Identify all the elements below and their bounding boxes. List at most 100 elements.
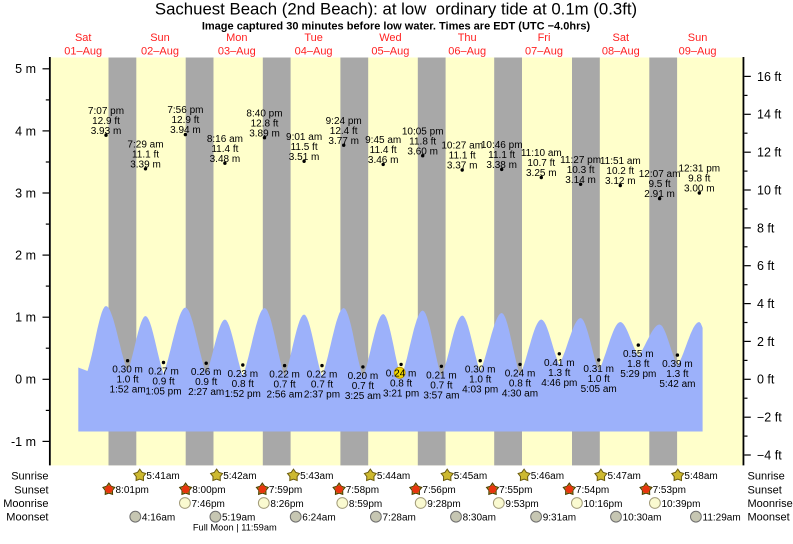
svg-text:8:30am: 8:30am [463,513,496,524]
svg-text:-1 m: -1 m [11,435,36,449]
svg-text:0.39 m: 0.39 m [662,359,693,370]
svg-text:3.77 m: 3.77 m [328,136,359,147]
svg-text:02–Aug: 02–Aug [141,46,179,58]
svg-text:12:07 am: 12:07 am [639,169,681,180]
svg-text:6 ft: 6 ft [757,259,775,273]
svg-text:8:26pm: 8:26pm [270,499,303,510]
svg-text:7:56 pm: 7:56 pm [167,105,203,116]
svg-text:8:00pm: 8:00pm [192,485,225,496]
svg-text:01–Aug: 01–Aug [64,46,102,58]
svg-text:3.37 m: 3.37 m [447,161,478,172]
svg-text:0.30 m: 0.30 m [465,365,496,376]
svg-text:4:16am: 4:16am [142,513,175,524]
svg-text:1:05 pm: 1:05 pm [145,387,181,398]
svg-text:7:58pm: 7:58pm [346,485,379,496]
svg-text:0 ft: 0 ft [757,373,775,387]
svg-text:9:01 am: 9:01 am [286,132,322,143]
svg-text:7:55pm: 7:55pm [499,485,532,496]
svg-text:10:46 pm: 10:46 pm [481,140,523,151]
svg-text:5:46am: 5:46am [531,471,564,482]
svg-text:7:28am: 7:28am [383,513,416,524]
svg-text:Sat: Sat [75,32,92,44]
svg-text:9:45 am: 9:45 am [365,135,401,146]
svg-text:1 m: 1 m [15,311,36,325]
svg-text:14 ft: 14 ft [757,108,782,122]
svg-text:10 ft: 10 ft [757,183,782,197]
svg-text:2 m: 2 m [15,249,36,263]
svg-text:9:31am: 9:31am [543,513,576,524]
svg-text:2:27 am: 2:27 am [188,387,224,398]
svg-text:12.4 ft: 12.4 ft [330,126,358,137]
svg-text:5:19am: 5:19am [222,513,255,524]
svg-text:3.60 m: 3.60 m [407,146,438,157]
svg-text:5:44am: 5:44am [377,471,410,482]
svg-text:1.0 ft: 1.0 ft [116,375,138,386]
svg-text:0.7 ft: 0.7 ft [430,380,452,391]
svg-text:11.1 ft: 11.1 ft [449,151,476,162]
svg-text:10:30am: 10:30am [623,513,662,524]
svg-text:10:05 pm: 10:05 pm [402,126,444,137]
svg-text:0.8 ft: 0.8 ft [390,378,412,389]
svg-text:0.9 ft: 0.9 ft [195,377,217,388]
svg-text:2.91 m: 2.91 m [644,189,675,200]
svg-text:11:27 pm: 11:27 pm [560,155,601,166]
svg-text:10:16pm: 10:16pm [584,499,623,510]
svg-text:4 m: 4 m [15,124,36,138]
svg-text:10.2 ft: 10.2 ft [606,166,634,177]
svg-text:0.30 m: 0.30 m [112,365,143,376]
svg-text:3.46 m: 3.46 m [368,155,399,166]
svg-text:10.3 ft: 10.3 ft [567,165,595,176]
svg-text:16 ft: 16 ft [757,70,782,84]
svg-text:1:52 pm: 1:52 pm [225,389,261,400]
svg-text:12.8 ft: 12.8 ft [251,118,279,129]
svg-text:5:43am: 5:43am [300,471,333,482]
svg-text:Mon: Mon [226,32,247,44]
svg-text:5:05 am: 5:05 am [581,384,617,395]
svg-text:Moonrise: Moonrise [748,498,793,510]
svg-text:4:03 pm: 4:03 pm [462,385,498,396]
svg-text:8:16 am: 8:16 am [207,134,243,145]
svg-text:4:30 am: 4:30 am [502,388,538,399]
svg-text:3.39 m: 3.39 m [130,159,161,170]
svg-text:Sunset: Sunset [748,484,782,496]
svg-text:0.23 m: 0.23 m [228,369,259,380]
svg-text:11:10 am: 11:10 am [521,148,562,159]
svg-text:−4 ft: −4 ft [757,448,782,462]
svg-text:Thu: Thu [458,32,477,44]
svg-text:Sunrise: Sunrise [748,470,785,482]
svg-text:09–Aug: 09–Aug [679,46,717,58]
svg-text:Wed: Wed [379,32,401,44]
svg-text:6:24am: 6:24am [302,513,335,524]
svg-text:5 m: 5 m [15,62,36,76]
svg-text:11:29am: 11:29am [703,513,741,524]
svg-text:1.0 ft: 1.0 ft [588,374,610,385]
svg-text:2:56 am: 2:56 am [267,390,303,401]
svg-text:0.22 m: 0.22 m [307,370,338,381]
svg-text:Moonset: Moonset [6,512,48,524]
svg-text:11:51 am: 11:51 am [600,156,641,167]
svg-text:2:37 pm: 2:37 pm [304,390,340,401]
svg-text:0.8 ft: 0.8 ft [232,379,254,390]
svg-text:9:53pm: 9:53pm [505,499,538,510]
svg-text:7:53pm: 7:53pm [653,485,686,496]
svg-text:0.41 m: 0.41 m [544,358,575,369]
svg-text:−2 ft: −2 ft [757,411,782,425]
svg-text:0.22 m: 0.22 m [269,370,300,381]
svg-text:9.8 ft: 9.8 ft [688,174,710,185]
svg-text:12 ft: 12 ft [757,146,782,160]
svg-text:06–Aug: 06–Aug [448,46,486,58]
svg-text:8 ft: 8 ft [757,221,775,235]
svg-text:10.7 ft: 10.7 ft [527,158,555,169]
svg-text:7:56pm: 7:56pm [422,485,455,496]
svg-text:0.31 m: 0.31 m [583,364,614,375]
svg-text:Moonset: Moonset [748,512,790,524]
svg-text:04–Aug: 04–Aug [295,46,333,58]
svg-text:3.12 m: 3.12 m [605,176,636,187]
svg-text:5:29 pm: 5:29 pm [620,369,656,380]
svg-text:11.8 ft: 11.8 ft [409,136,436,147]
svg-text:1.8 ft: 1.8 ft [627,359,649,370]
svg-text:5:41am: 5:41am [146,471,179,482]
svg-text:9:24 pm: 9:24 pm [326,116,362,127]
svg-text:5:47am: 5:47am [608,471,641,482]
svg-text:0.9 ft: 0.9 ft [152,377,174,388]
